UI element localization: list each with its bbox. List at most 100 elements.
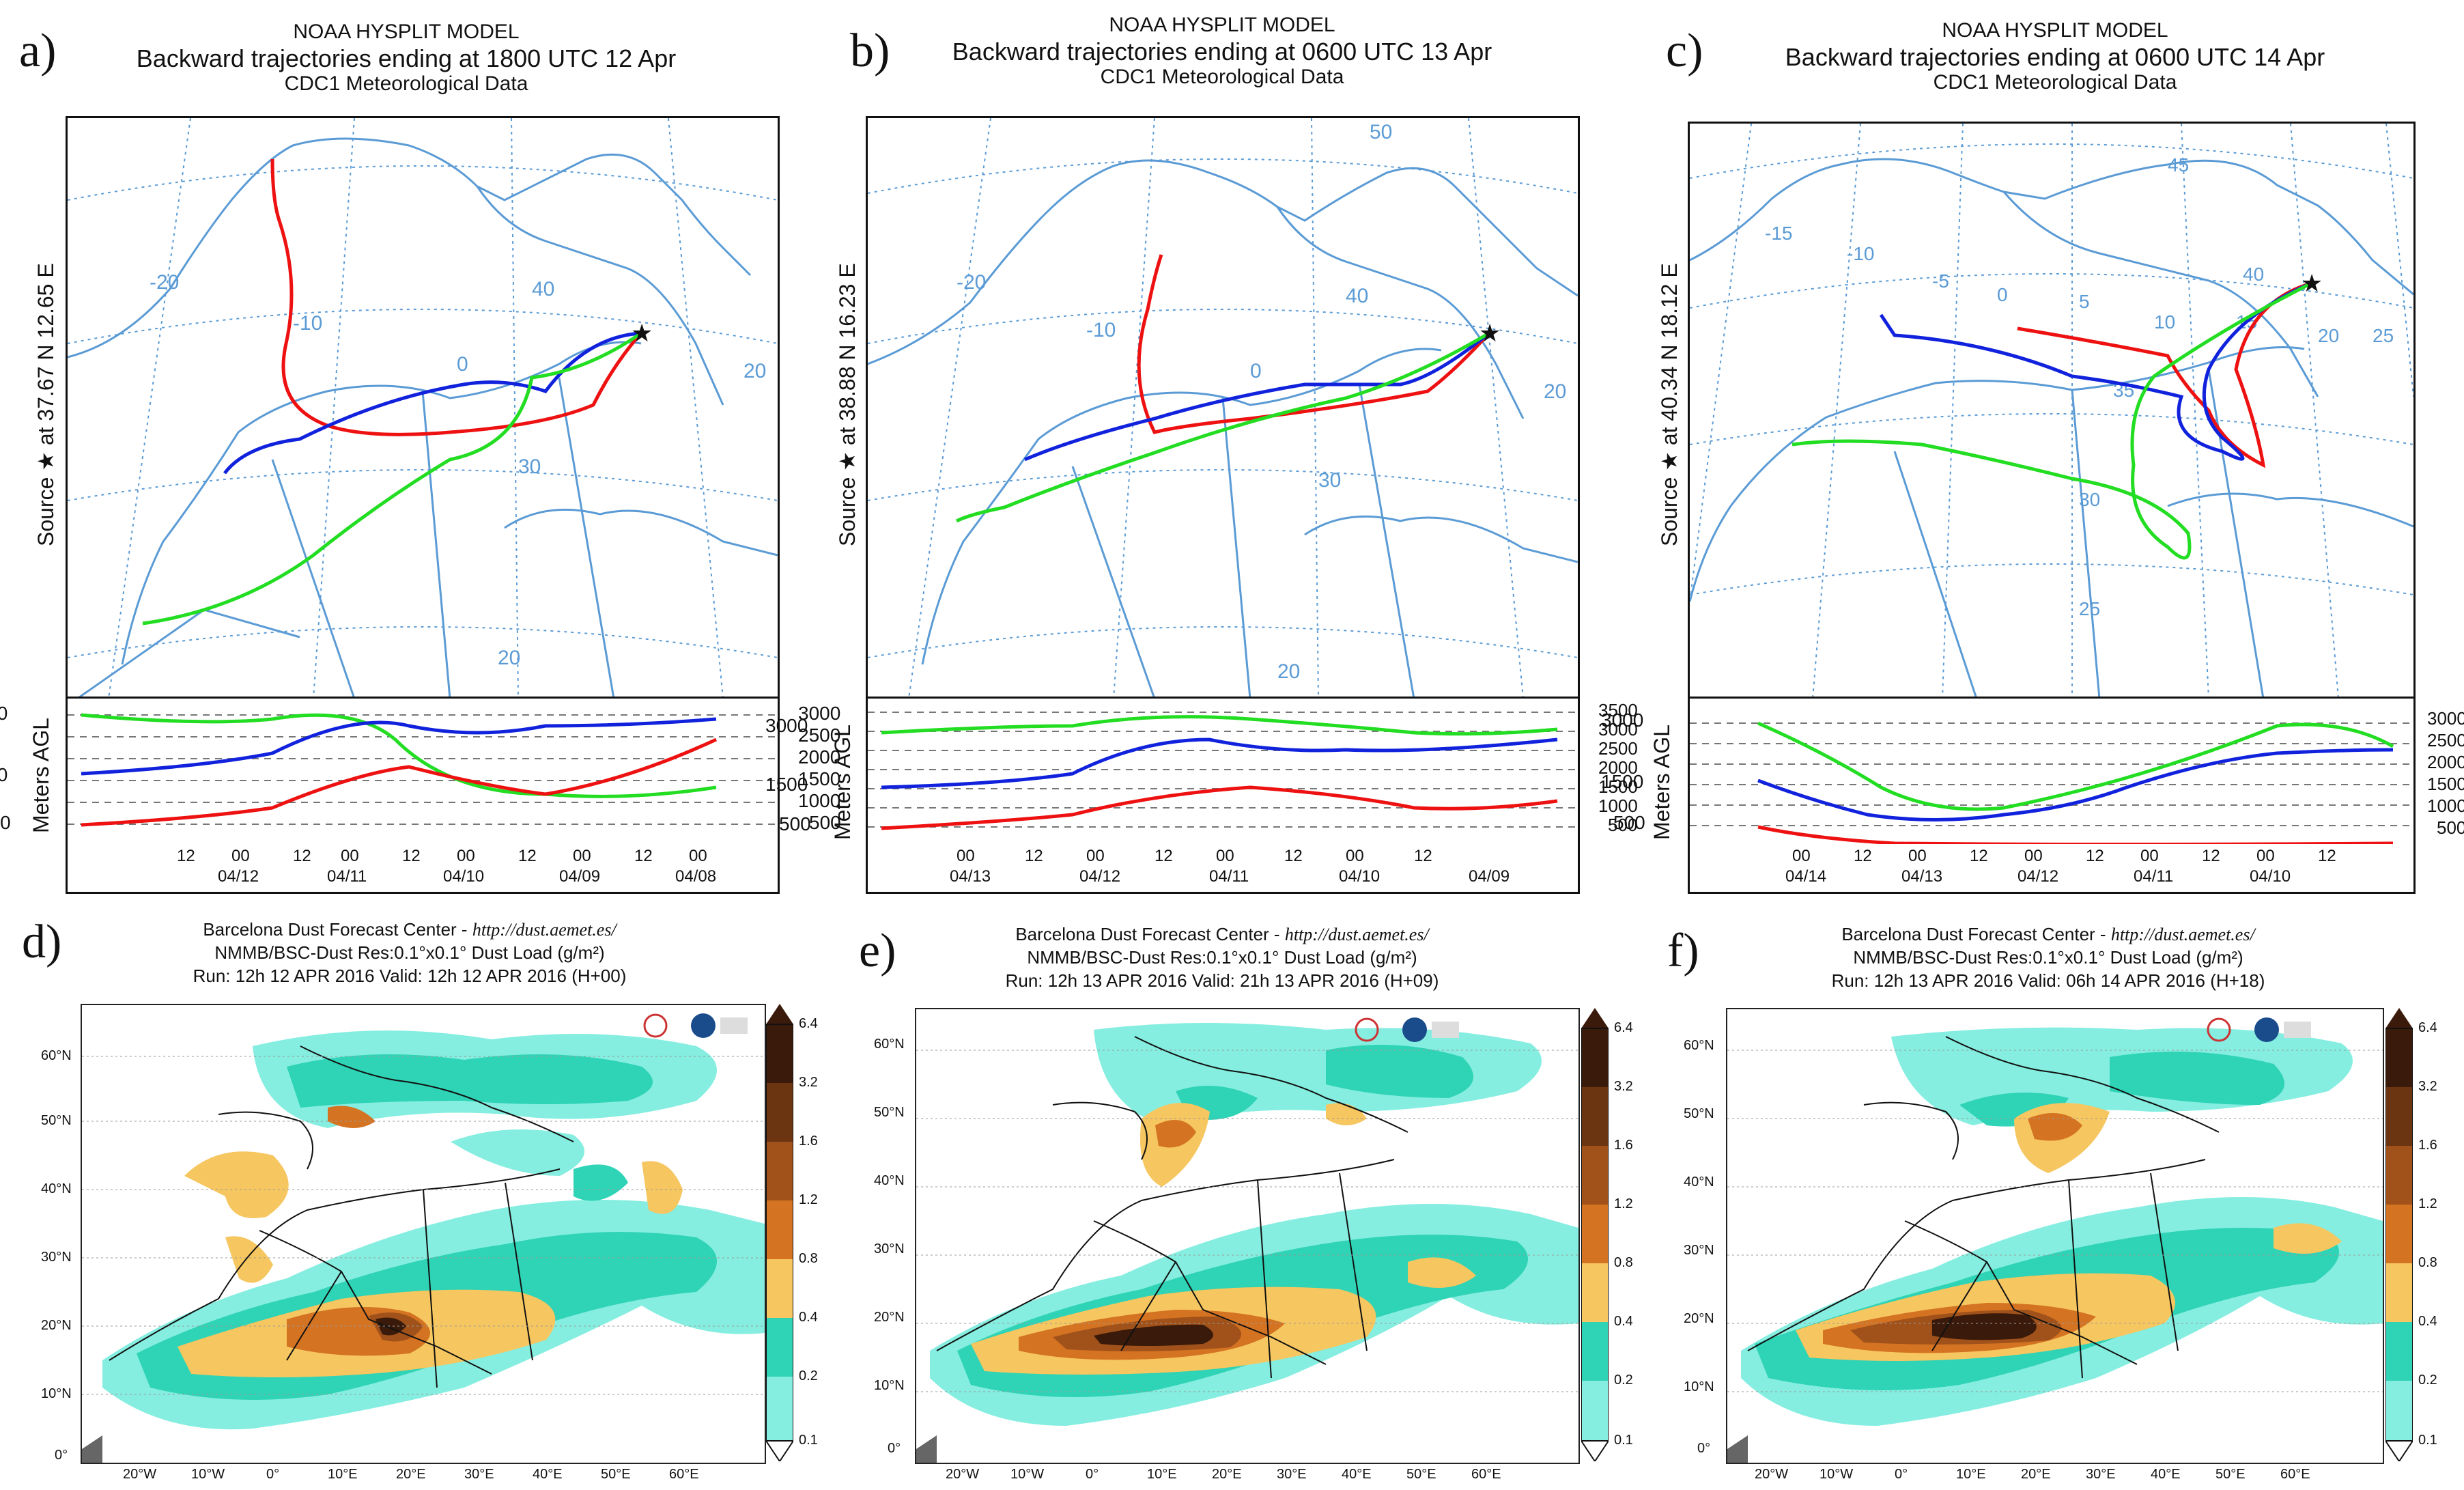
lon-tick: 0° xyxy=(266,1467,280,1482)
height-tick: 1500 xyxy=(0,764,8,785)
lon-tick: 40°E xyxy=(1342,1467,1372,1482)
panel-letter: d) xyxy=(22,916,62,968)
date-tick: 04/12 xyxy=(2017,867,2059,886)
date-tick: 04/14 xyxy=(1785,867,1827,886)
height-tick: 1500 xyxy=(798,768,841,789)
lon-tick: 30°E xyxy=(464,1467,494,1482)
height-tick: 2000 xyxy=(2427,752,2464,772)
height-tick: 3500 xyxy=(1598,700,1638,720)
lon-tick: 50°E xyxy=(2215,1467,2246,1482)
lon-tick: 20°E xyxy=(2021,1467,2051,1482)
colorbar-tick: 6.4 xyxy=(1614,1020,1633,1035)
time-tick: 12 xyxy=(1854,847,1872,865)
center-name: Barcelona Dust Forecast Center - xyxy=(1841,924,2111,944)
time-tick: 12 xyxy=(2086,847,2104,865)
date-tick: 04/13 xyxy=(1901,867,1943,886)
colorbar-svg xyxy=(766,1004,793,1461)
model-name: NOAA HYSPLIT MODEL xyxy=(1109,14,1335,36)
map-label: -5 xyxy=(1932,270,1949,292)
colorbar-tick: 0.4 xyxy=(2418,1314,2437,1329)
center-url: http://dust.aemet.es/ xyxy=(1284,925,1429,944)
map-label: 20 xyxy=(1277,660,1300,683)
lat-tick: 50°N xyxy=(874,1105,905,1120)
colorbar-tick: 0.8 xyxy=(799,1251,818,1266)
map-label: 45 xyxy=(2168,154,2189,175)
map-label: 5 xyxy=(2079,291,2090,312)
height-tick: 1500 xyxy=(1598,776,1638,797)
height-tick: 3000 xyxy=(1598,719,1638,740)
trajectory-3000m xyxy=(955,331,1490,523)
model-name: NOAA HYSPLIT MODEL xyxy=(1942,19,2168,42)
lat-tick: 10°N xyxy=(874,1378,905,1393)
height-tick: 1000 xyxy=(1598,796,1638,816)
lon-tick: 30°E xyxy=(1277,1467,1307,1482)
height-profile-svg xyxy=(68,713,778,827)
height-profile-svg xyxy=(868,712,1578,830)
colorbar-tick: 1.2 xyxy=(799,1192,818,1207)
lat-tick: 50°N xyxy=(1684,1106,1714,1121)
time-tick: 00 xyxy=(1346,847,1364,865)
panel-title: NOAA HYSPLIT MODEL Backward trajectories… xyxy=(888,14,1557,89)
lon-tick: 10°E xyxy=(1956,1467,1986,1482)
center-name: Barcelona Dust Forecast Center - xyxy=(1015,924,1285,944)
map-label: 20 xyxy=(744,360,766,382)
colorbar-tick: 1.2 xyxy=(1614,1196,1633,1211)
colorbar-svg xyxy=(1581,1008,1609,1461)
panel-letter: e) xyxy=(859,925,896,977)
colorbar-tick: 0.4 xyxy=(1614,1314,1633,1329)
map-label: 10 xyxy=(2154,311,2175,333)
colorbar: 6.4 3.2 1.6 1.2 0.8 0.4 0.2 0.1 xyxy=(766,1004,821,1461)
lat-tick: 30°N xyxy=(874,1241,905,1256)
height-tick: 1500 xyxy=(2427,774,2464,794)
source-label: Source ★ at 40.34 N 18.12 E xyxy=(1657,263,1682,546)
lat-tick: 30°N xyxy=(41,1250,72,1265)
map-label: 0 xyxy=(457,353,468,376)
height-profile: 3000 1500 500 3500 3000 2500 2000 1500 1… xyxy=(765,697,1638,848)
dust-map-svg xyxy=(1727,1017,2383,1463)
map-label: 30 xyxy=(518,455,541,478)
date-tick: 04/10 xyxy=(2250,867,2291,886)
colorbar-tick: 0.4 xyxy=(799,1310,818,1325)
run-line: Run: 12h 13 APR 2016 Valid: 06h 14 APR 2… xyxy=(1831,970,2265,991)
map-label: 20 xyxy=(1544,380,1566,403)
map-label: 30 xyxy=(1318,469,1341,492)
lat-tick: 60°N xyxy=(1684,1038,1714,1053)
map-label: -10 xyxy=(293,312,322,335)
lon-tick: 50°E xyxy=(601,1467,631,1482)
lon-tick: 20°W xyxy=(1755,1467,1789,1482)
time-tick: 00 xyxy=(1908,847,1927,865)
trajectory-map-svg: 45 -15 -10 -5 0 5 10 15 20 25 40 35 30 2… xyxy=(1690,124,2413,699)
trajectory-3000m xyxy=(1792,281,2312,560)
time-tick: 00 xyxy=(2256,847,2275,865)
model-line: NMMB/BSC-Dust Res:0.1°x0.1° Dust Load (g… xyxy=(1853,946,2243,968)
height-tick: 3000 xyxy=(765,715,808,736)
lon-tick: 10°E xyxy=(1147,1467,1177,1482)
map-label: 50 xyxy=(1370,121,1392,143)
map-label: 40 xyxy=(2243,264,2264,285)
time-tick: 00 xyxy=(2140,847,2159,865)
colorbar-tick: 0.2 xyxy=(2418,1373,2437,1388)
trajectory-1500m xyxy=(1024,332,1490,462)
map-label: 25 xyxy=(2079,598,2100,619)
height-tick: 1000 xyxy=(798,790,841,811)
time-tick: 12 xyxy=(1414,847,1432,865)
met-data: CDC1 Meteorological Data xyxy=(284,72,528,95)
colorbar-tick: 0.1 xyxy=(1614,1433,1633,1448)
panel-letter: c) xyxy=(1666,25,1703,77)
height-axis-label: Meters AGL xyxy=(29,718,53,833)
run-line: Run: 12h 13 APR 2016 Valid: 21h 13 APR 2… xyxy=(1005,970,1439,991)
height-tick: 1500 xyxy=(765,774,808,795)
time-tick: 00 xyxy=(341,847,359,865)
time-tick: 00 xyxy=(957,847,975,865)
map-label: 40 xyxy=(532,278,554,300)
trajectory-title: Backward trajectories ending at 0600 UTC… xyxy=(952,37,1492,66)
colorbar-tick: 3.2 xyxy=(1614,1079,1633,1094)
date-tick: 04/08 xyxy=(675,867,717,886)
date-tick: 04/11 xyxy=(327,867,367,886)
lon-tick: 60°E xyxy=(1471,1467,1501,1482)
model-name: NOAA HYSPLIT MODEL xyxy=(293,20,520,43)
time-tick: 12 xyxy=(518,847,537,865)
date-tick: 04/12 xyxy=(218,867,259,886)
date-tick: 04/12 xyxy=(1079,867,1121,886)
colorbar-tick: 0.1 xyxy=(2418,1433,2437,1448)
